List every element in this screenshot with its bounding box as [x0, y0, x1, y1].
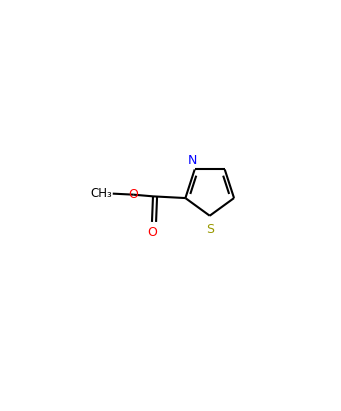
- Text: O: O: [147, 226, 157, 239]
- Text: CH₃: CH₃: [90, 187, 112, 200]
- Text: O: O: [128, 188, 138, 201]
- Text: S: S: [206, 223, 214, 236]
- Text: N: N: [187, 154, 197, 167]
